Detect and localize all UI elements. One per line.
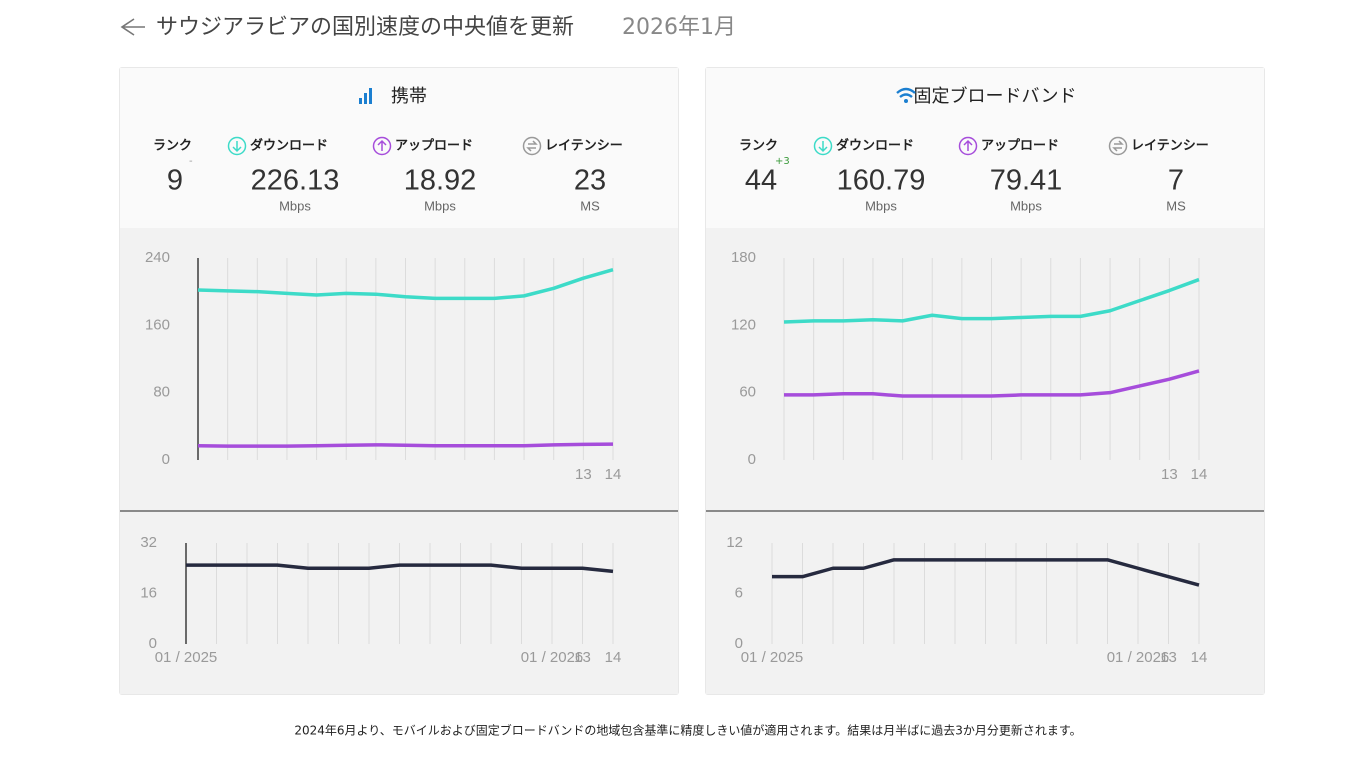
- metric-unit: Mbps: [279, 198, 311, 213]
- x-tick-label: 14: [605, 649, 622, 666]
- panel-title: 固定ブロードバンド: [914, 85, 1077, 107]
- y-tick-label: 12: [726, 534, 743, 551]
- footer-note: 2024年6月より、モバイルおよび固定ブロードバンドの地域包含基準に精度しきい値…: [294, 723, 1081, 738]
- metric-label: ダウンロード: [836, 138, 914, 154]
- x-tick-label: 13: [1161, 466, 1178, 483]
- series-line: [197, 442, 614, 448]
- x-tick-label: 13: [1160, 649, 1177, 666]
- metric-label: ランク: [739, 139, 778, 154]
- rank-change: +3: [775, 156, 790, 167]
- x-tick-label: 14: [1191, 466, 1208, 483]
- metric-value: 160.79: [837, 165, 926, 197]
- series-line: [783, 277, 1200, 324]
- metric-value: 7: [1168, 165, 1184, 197]
- metric-icon-glyph: [963, 139, 973, 151]
- y-tick-label: 0: [748, 451, 756, 468]
- y-tick-label: 0: [162, 451, 170, 468]
- back-arrow[interactable]: [120, 18, 145, 36]
- series-line: [784, 369, 1200, 398]
- metric-icon: [227, 136, 247, 156]
- x-tick-label: 14: [605, 466, 622, 483]
- panel-title: 携帯: [391, 86, 427, 107]
- metric-icon: [958, 136, 978, 156]
- metric-icon: [1108, 136, 1128, 156]
- metric-icon: [372, 136, 392, 156]
- metric-label: アップロード: [981, 139, 1059, 154]
- metric-unit: Mbps: [424, 198, 456, 213]
- metric-value: 9: [167, 165, 183, 197]
- panel-header: [120, 68, 678, 228]
- metric-icon-glyph: [232, 141, 242, 153]
- metric-label: レイテンシー: [1131, 139, 1209, 154]
- metric-unit: Mbps: [1010, 198, 1042, 213]
- panel-header: [706, 68, 1264, 228]
- x-tick-label: 13: [575, 466, 592, 483]
- page-date: 2026年1月: [622, 15, 736, 40]
- x-tick-label: 01 / 2026: [521, 649, 584, 666]
- y-tick-label: 6: [735, 584, 743, 601]
- page-title: サウジアラビアの国別速度の中央値を更新: [156, 15, 574, 40]
- metric-label: レイテンシー: [545, 139, 623, 154]
- metric-icon-glyph: [526, 140, 538, 152]
- metric-value: 23: [574, 165, 606, 197]
- y-tick-label: 0: [149, 635, 157, 652]
- x-tick-label: 14: [1191, 649, 1208, 666]
- rank-change: -: [189, 156, 193, 167]
- wifi-icon: [896, 87, 916, 98]
- metric-value: 226.13: [251, 165, 340, 197]
- metric-label: アップロード: [395, 139, 473, 154]
- x-tick-label: 01 / 2025: [741, 649, 804, 666]
- y-tick-label: 80: [153, 384, 170, 401]
- metric-unit: MS: [580, 198, 600, 213]
- y-tick-label: 0: [735, 635, 743, 652]
- signal-icon: [364, 93, 367, 104]
- metric-icon-glyph: [818, 141, 828, 153]
- signal-icon: [369, 88, 372, 104]
- x-tick-label: 01 / 2025: [155, 649, 218, 666]
- y-tick-label: 240: [145, 249, 170, 266]
- metric-icon: [813, 136, 833, 156]
- metric-icon-glyph: [377, 139, 387, 151]
- y-tick-label: 16: [140, 584, 157, 601]
- metric-label: ランク: [153, 139, 192, 154]
- metric-unit: MS: [1166, 198, 1186, 213]
- metric-value: 79.41: [990, 165, 1063, 197]
- wifi-dot: [904, 99, 908, 103]
- metric-label: ダウンロード: [250, 138, 328, 154]
- y-tick-label: 180: [731, 249, 756, 266]
- series-line: [197, 267, 614, 301]
- x-tick-label: 01 / 2026: [1107, 649, 1170, 666]
- y-tick-label: 60: [739, 384, 756, 401]
- y-tick-label: 120: [731, 316, 756, 333]
- signal-icon: [359, 98, 362, 104]
- metric-icon: [522, 136, 542, 156]
- series-line: [186, 563, 614, 574]
- metric-icon-glyph: [1112, 140, 1124, 152]
- metric-value: 18.92: [404, 165, 477, 197]
- metric-unit: Mbps: [865, 198, 897, 213]
- x-tick-label: 13: [574, 649, 591, 666]
- y-tick-label: 160: [145, 316, 170, 333]
- series-line: [772, 558, 1200, 587]
- y-tick-label: 32: [140, 534, 157, 551]
- metric-value: 44: [745, 165, 777, 197]
